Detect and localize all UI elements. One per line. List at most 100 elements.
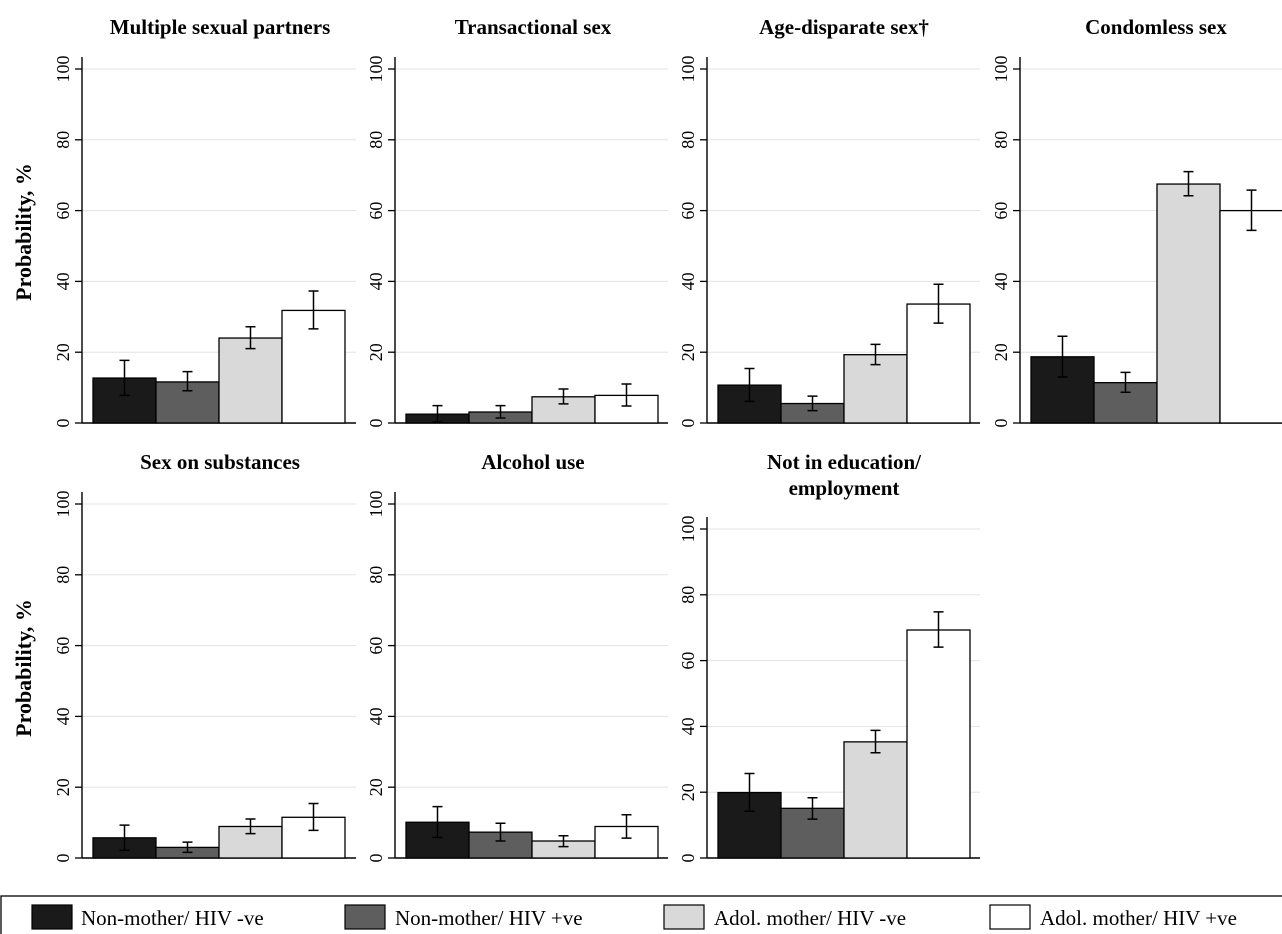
legend-label-2: Non-mother/ HIV +ve xyxy=(395,906,583,930)
y-tick-label: 60 xyxy=(366,637,386,655)
error-bar-3 xyxy=(870,729,881,754)
panel-2: 0 20 40 60 80 100 Transactional sex xyxy=(366,15,668,428)
error-bar-3 xyxy=(245,818,256,835)
y-tick-label: 40 xyxy=(678,717,698,735)
y-tick-label: 40 xyxy=(366,272,386,290)
panel-title: Condomless sex xyxy=(1085,15,1227,39)
y-tick-label: 0 xyxy=(678,854,698,863)
y-tick-label: 0 xyxy=(366,419,386,428)
y-tick-label: 0 xyxy=(366,854,386,863)
y-tick-label: 80 xyxy=(53,131,73,149)
error-bar-4 xyxy=(308,290,319,330)
panel-5: 0 20 40 60 80 100 Sex on substances xyxy=(53,450,356,863)
error-bar-1 xyxy=(119,824,130,851)
panel-title: Transactional sex xyxy=(455,15,612,39)
bar-3 xyxy=(843,741,908,859)
panel-title: Multiple sexual partners xyxy=(110,15,331,39)
y-tick-label: 0 xyxy=(991,419,1011,428)
legend-swatch-1 xyxy=(31,904,73,930)
bar-4 xyxy=(906,629,971,859)
y-tick-label: 100 xyxy=(53,56,73,83)
y-tick-label: 40 xyxy=(53,272,73,290)
y-tick-label: 40 xyxy=(53,707,73,725)
legend: Non-mother/ HIV -ve Non-mother/ HIV +ve … xyxy=(0,895,1282,934)
panel-title: Alcohol use xyxy=(481,450,584,474)
legend-swatch-4 xyxy=(989,904,1031,930)
error-bar-1 xyxy=(432,404,443,423)
y-tick-label: 100 xyxy=(366,56,386,83)
y-tick-label: 20 xyxy=(678,343,698,361)
y-tick-label: 100 xyxy=(366,491,386,518)
panel-title: Sex on substances xyxy=(140,450,300,474)
error-bar-3 xyxy=(558,388,569,405)
error-bar-2 xyxy=(495,404,506,419)
y-tick-label: 0 xyxy=(678,419,698,428)
bar-4 xyxy=(1219,209,1282,424)
panel-1: 0 20 40 60 80 100 Multiple sexual partners xyxy=(53,15,356,428)
y-axis-label-top: Probability, % xyxy=(11,163,36,301)
legend-label-3: Adol. mother/ HIV -ve xyxy=(714,906,906,930)
error-bar-2 xyxy=(495,822,506,842)
y-tick-label: 80 xyxy=(678,586,698,604)
panel-title: employment xyxy=(789,476,900,500)
error-bar-4 xyxy=(933,283,944,324)
error-bar-1 xyxy=(744,367,755,403)
y-axis-label-bottom: Probability, % xyxy=(11,599,36,737)
y-tick-label: 60 xyxy=(991,202,1011,220)
panel-6: 0 20 40 60 80 100 Alcohol use xyxy=(366,450,668,863)
y-tick-label: 0 xyxy=(53,854,73,863)
legend-swatch-2 xyxy=(344,904,386,930)
y-tick-label: 100 xyxy=(678,56,698,83)
y-tick-label: 20 xyxy=(53,778,73,796)
error-bar-2 xyxy=(807,797,818,820)
y-tick-label: 100 xyxy=(53,491,73,518)
y-tick-label: 20 xyxy=(53,343,73,361)
bar-3 xyxy=(218,337,283,424)
y-tick-label: 80 xyxy=(53,566,73,584)
bar-4 xyxy=(594,825,659,859)
error-bar-2 xyxy=(807,395,818,412)
bar-3 xyxy=(843,354,908,424)
error-bar-1 xyxy=(432,805,443,839)
legend-frame xyxy=(0,895,1282,934)
error-bar-1 xyxy=(744,772,755,813)
legend-swatch-3 xyxy=(663,904,705,930)
error-bar-2 xyxy=(182,370,193,392)
error-bar-3 xyxy=(245,325,256,350)
legend-label-1: Non-mother/ HIV -ve xyxy=(81,906,264,930)
legend-label-4: Adol. mother/ HIV +ve xyxy=(1040,906,1237,930)
y-tick-label: 60 xyxy=(678,202,698,220)
y-tick-label: 20 xyxy=(678,783,698,801)
y-tick-label: 80 xyxy=(366,566,386,584)
error-bar-3 xyxy=(870,343,881,366)
panel-7: 0 20 40 60 80 100 Not in education/employment xyxy=(678,450,980,863)
y-tick-label: 20 xyxy=(366,343,386,361)
panel-3: 0 20 40 60 80 100 Age-disparate sex† xyxy=(678,15,980,428)
y-tick-label: 100 xyxy=(678,516,698,543)
y-tick-label: 60 xyxy=(366,202,386,220)
y-tick-label: 0 xyxy=(53,419,73,428)
bar-3 xyxy=(1156,183,1221,424)
y-tick-label: 40 xyxy=(678,272,698,290)
panel-title: Age-disparate sex† xyxy=(759,15,929,39)
error-bar-2 xyxy=(1120,371,1131,393)
error-bar-4 xyxy=(621,383,632,407)
error-bar-2 xyxy=(182,841,193,854)
panel-title: Not in education/ xyxy=(767,450,922,474)
y-tick-label: 60 xyxy=(678,652,698,670)
error-bar-1 xyxy=(1057,335,1068,378)
error-bar-4 xyxy=(621,814,632,839)
y-tick-label: 20 xyxy=(991,343,1011,361)
error-bar-3 xyxy=(1183,170,1194,197)
error-bar-3 xyxy=(558,834,569,848)
error-bar-4 xyxy=(308,802,319,832)
panels: 0 20 40 60 80 100 Multiple sexual partners 0 20 4… xyxy=(53,15,1282,863)
y-tick-label: 40 xyxy=(991,272,1011,290)
y-tick-label: 60 xyxy=(53,202,73,220)
panel-4: 0 20 40 60 80 100 Condomless sex xyxy=(991,15,1282,428)
error-bar-4 xyxy=(933,611,944,648)
error-bar-1 xyxy=(119,359,130,397)
y-tick-label: 60 xyxy=(53,637,73,655)
error-bar-4 xyxy=(1246,189,1257,232)
